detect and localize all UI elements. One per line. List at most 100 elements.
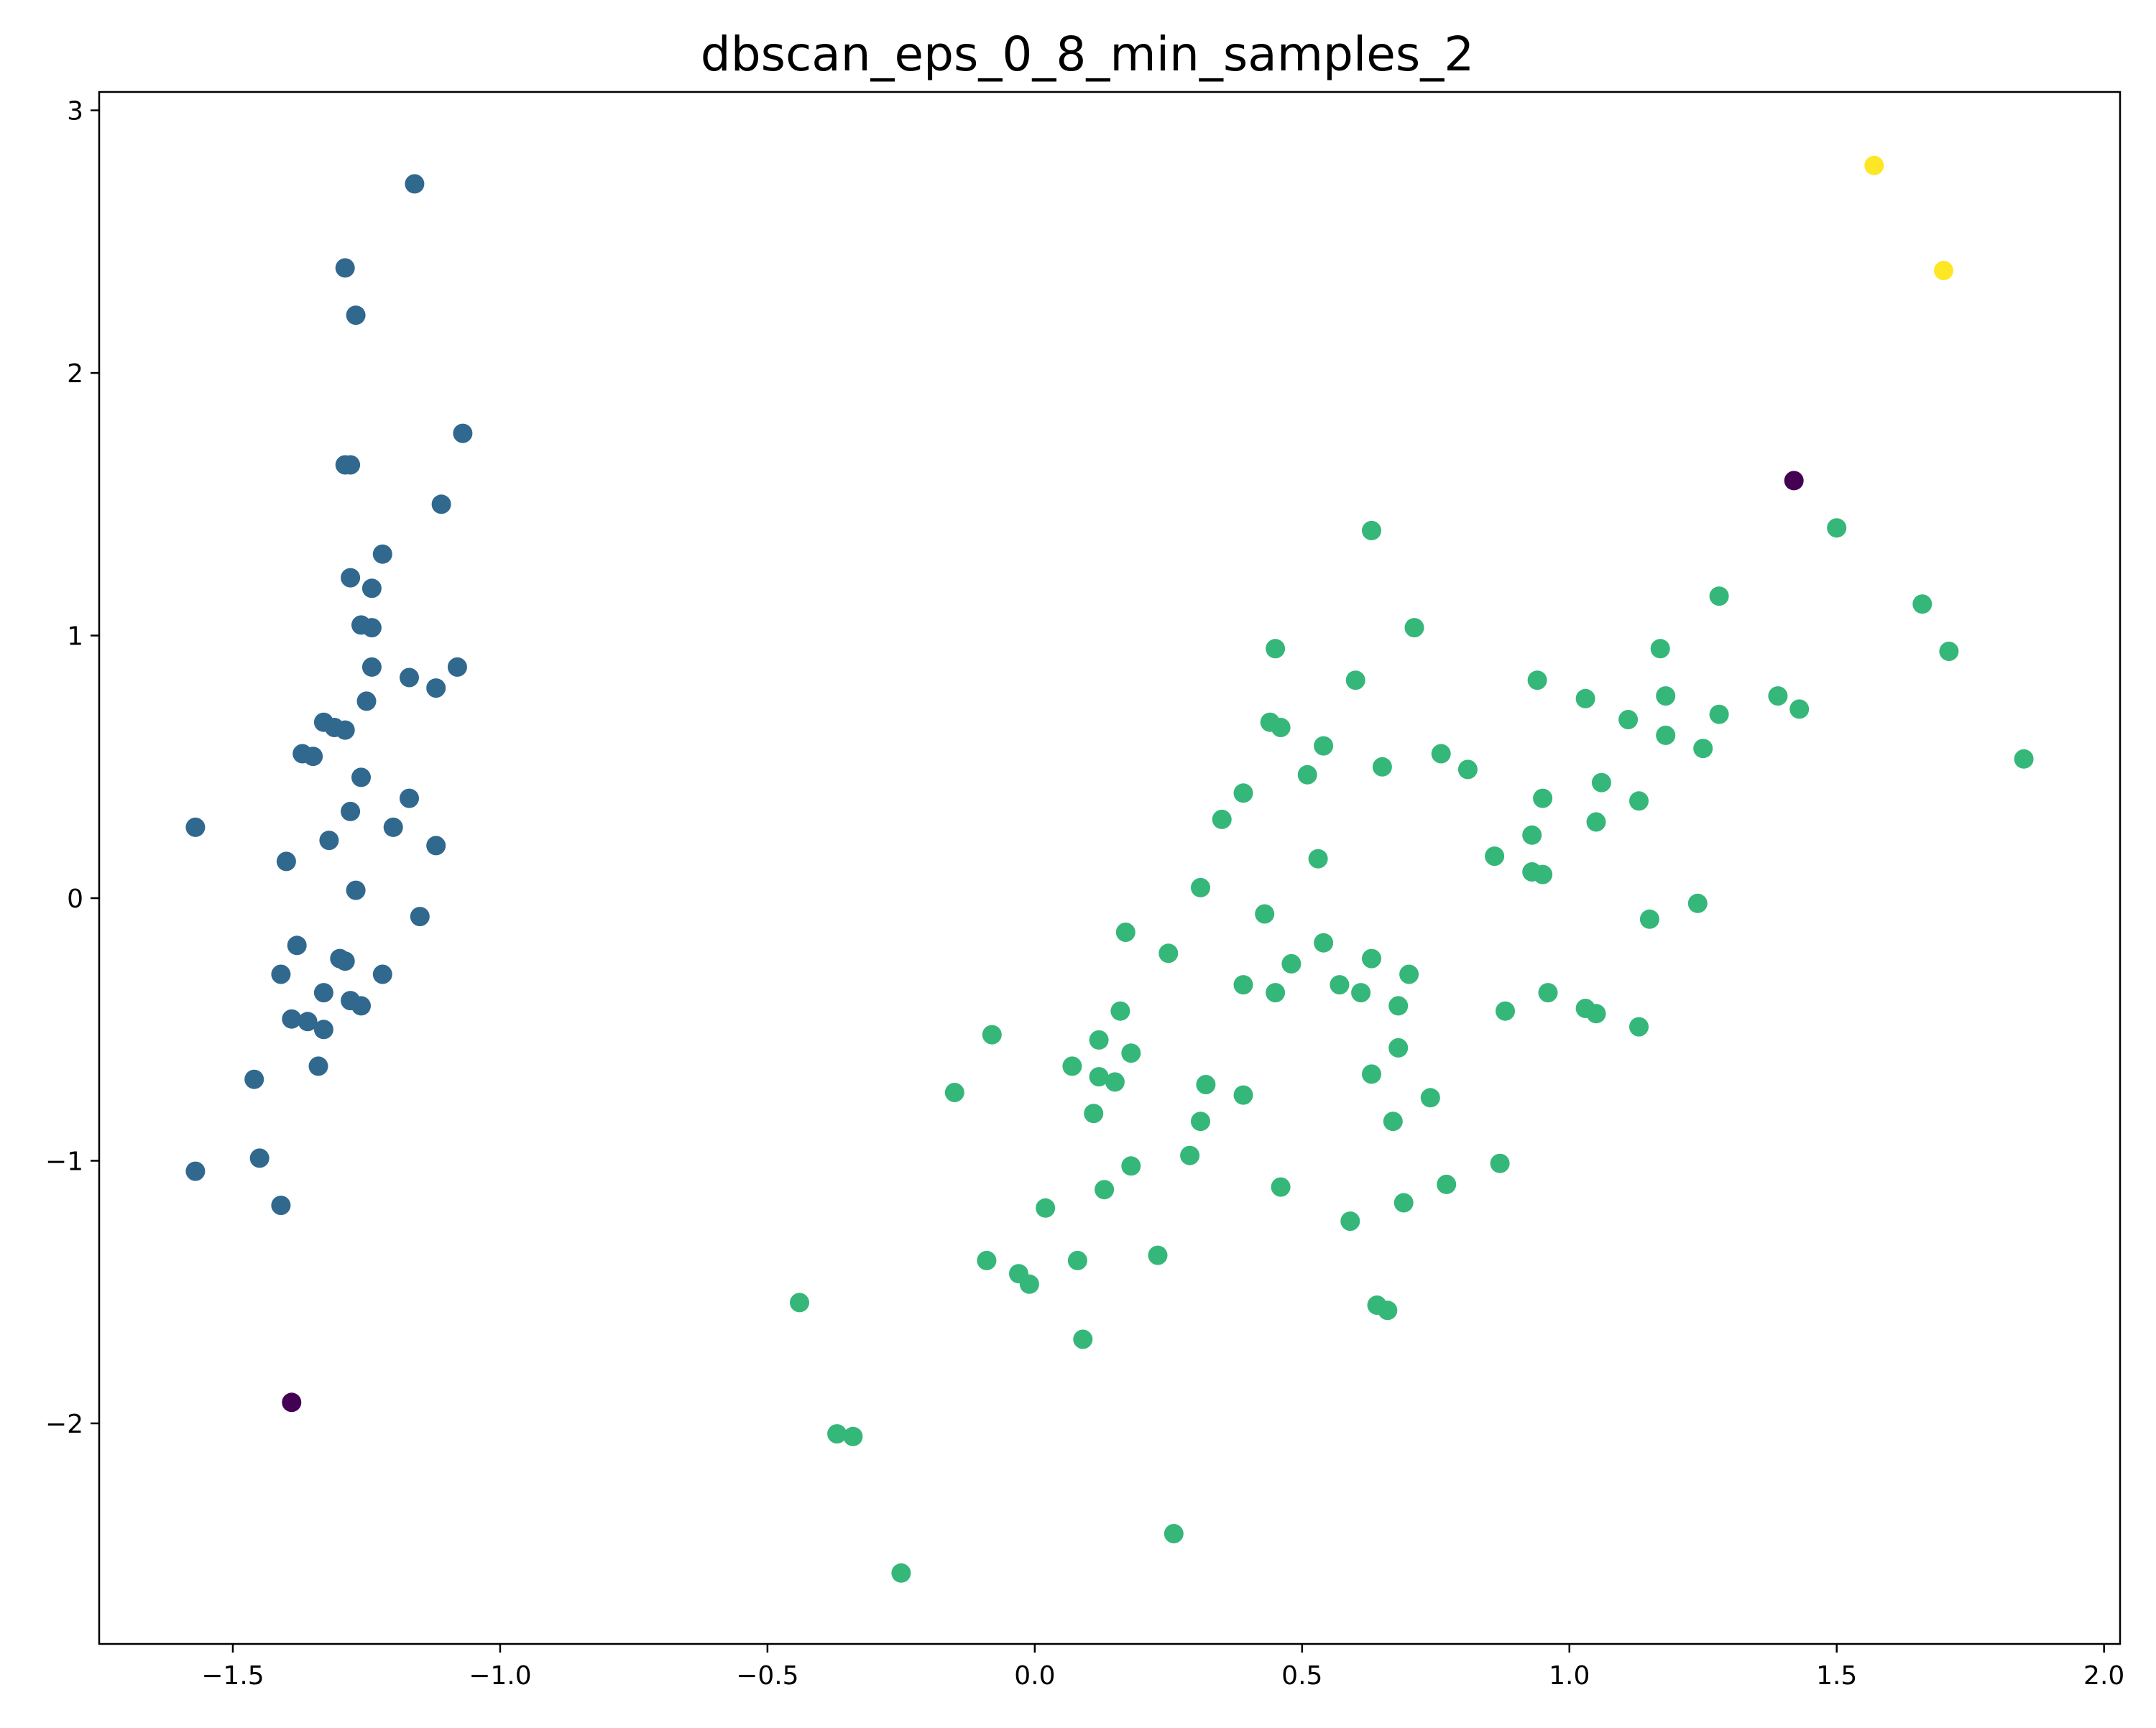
data-point-cluster-1 (1485, 846, 1505, 867)
data-point-cluster-1 (1115, 923, 1135, 942)
data-point-cluster-0 (271, 1196, 291, 1216)
y-tick-label: 1 (67, 622, 83, 652)
data-point-cluster-1 (1191, 877, 1210, 897)
data-point-cluster-1 (1191, 1112, 1210, 1132)
data-point-cluster-1 (1330, 975, 1350, 995)
data-point-cluster-1 (1372, 757, 1392, 777)
data-point-cluster-0 (361, 618, 382, 638)
data-point-cluster-0 (447, 657, 467, 677)
data-point-cluster-1 (1538, 983, 1558, 1003)
data-point-cluster-2 (1934, 261, 1953, 280)
data-point-cluster-0 (244, 1069, 264, 1089)
data-point-cluster-1 (1693, 739, 1713, 759)
data-point-cluster-1 (1110, 1001, 1130, 1021)
data-point-cluster-0 (346, 305, 366, 325)
data-point-cluster-1 (1378, 1300, 1398, 1321)
data-point-cluster-1 (1939, 642, 1959, 661)
data-point-cluster-1 (1073, 1329, 1093, 1349)
data-point-cluster-1 (1036, 1198, 1056, 1218)
data-point-cluster-0 (249, 1148, 270, 1168)
data-point-cluster-1 (1388, 1038, 1409, 1058)
data-point-cluster-1 (1586, 1004, 1606, 1024)
data-point-cluster-1 (944, 1083, 964, 1102)
data-point-cluster-1 (1437, 1174, 1457, 1194)
data-point-cluster-1 (1618, 710, 1639, 729)
data-point-cluster-1 (1233, 975, 1253, 995)
data-point-cluster-1 (1281, 953, 1302, 974)
data-point-cluster-1 (1255, 904, 1275, 924)
data-point-cluster-1 (2014, 749, 2034, 769)
data-point-cluster-1 (1340, 1211, 1360, 1232)
y-tick-label: −2 (45, 1410, 83, 1439)
data-point-cluster-1 (1308, 849, 1328, 869)
data-point-cluster-0 (303, 747, 323, 767)
data-point-cluster-1 (1121, 1156, 1141, 1176)
data-point-cluster-1 (1233, 1085, 1253, 1105)
data-point-cluster-1 (1490, 1153, 1510, 1173)
data-point-cluster-1 (977, 1250, 997, 1270)
data-point-cluster-1 (1404, 618, 1424, 638)
data-point-cluster-1 (1180, 1145, 1200, 1165)
x-tick-label: 0.0 (1014, 1661, 1055, 1691)
x-tick-label: −1.0 (469, 1661, 531, 1691)
data-point-cluster-1 (1271, 718, 1291, 737)
plot-frame (98, 91, 2122, 1645)
x-tick-label: 0.5 (1281, 1661, 1322, 1691)
data-point-cluster-1 (1212, 809, 1232, 829)
data-point-cluster-1 (1164, 1524, 1184, 1543)
data-point-cluster-1 (1496, 1001, 1515, 1021)
data-point-cluster-0 (400, 788, 419, 808)
data-point-cluster-1 (790, 1293, 809, 1313)
data-point-cluster-0 (313, 983, 333, 1003)
data-point-cluster-0 (335, 720, 355, 740)
data-point-cluster-0 (271, 964, 291, 984)
data-point-cluster-0 (335, 258, 355, 278)
data-point-cluster-1 (1314, 736, 1334, 756)
data-point-cluster-1 (1067, 1250, 1087, 1270)
data-point-cluster-0 (308, 1056, 328, 1076)
data-point-cluster-1 (1586, 812, 1606, 832)
data-point-cluster-1 (1912, 594, 1932, 614)
data-point-cluster--1 (282, 1392, 302, 1413)
x-tick-label: −0.5 (736, 1661, 798, 1691)
data-point-cluster-1 (1709, 586, 1729, 606)
y-tick-label: −1 (45, 1147, 83, 1177)
data-point-cluster-1 (1827, 518, 1847, 538)
data-point-cluster-2 (1864, 155, 1884, 175)
data-point-cluster-0 (346, 880, 366, 900)
data-point-cluster-0 (361, 578, 382, 599)
data-point-cluster-1 (1533, 788, 1553, 808)
data-point-cluster-1 (1362, 1064, 1381, 1084)
data-point-cluster-1 (1233, 783, 1253, 803)
data-point-cluster-0 (383, 817, 403, 837)
data-point-cluster-1 (1345, 670, 1365, 690)
data-point-cluster-0 (319, 831, 339, 851)
data-point-cluster-1 (982, 1025, 1002, 1045)
data-point-cluster-1 (1271, 1177, 1291, 1197)
data-point-cluster-0 (410, 907, 430, 927)
data-point-cluster-0 (351, 996, 371, 1016)
data-point-cluster-1 (1084, 1104, 1104, 1124)
data-point-cluster-1 (1089, 1030, 1109, 1050)
x-tick-label: 1.5 (1816, 1661, 1857, 1691)
data-point-cluster-1 (1656, 725, 1676, 745)
data-point-cluster-1 (1095, 1180, 1115, 1200)
data-point-cluster-1 (1148, 1245, 1168, 1265)
data-point-cluster-1 (1639, 909, 1659, 929)
data-point-cluster-1 (1650, 639, 1670, 659)
data-point-cluster-1 (1351, 983, 1371, 1003)
y-axis: −2 −1 0 1 2 3 (45, 97, 99, 1439)
x-axis: −1.5 −1.0 −0.5 0.0 0.5 1.0 1.5 2.0 (201, 1644, 2124, 1691)
data-point-cluster-1 (1089, 1067, 1109, 1087)
data-point-cluster-1 (827, 1424, 847, 1444)
data-point-cluster-0 (185, 817, 206, 837)
data-point-cluster-1 (1591, 772, 1611, 793)
data-point-cluster-1 (891, 1563, 911, 1583)
x-tick-label: −1.5 (201, 1661, 264, 1691)
data-point-cluster-1 (843, 1426, 863, 1446)
data-point-cluster-1 (1388, 996, 1409, 1016)
x-tick-label: 2.0 (2083, 1661, 2124, 1691)
data-point-cluster-1 (1158, 943, 1179, 964)
